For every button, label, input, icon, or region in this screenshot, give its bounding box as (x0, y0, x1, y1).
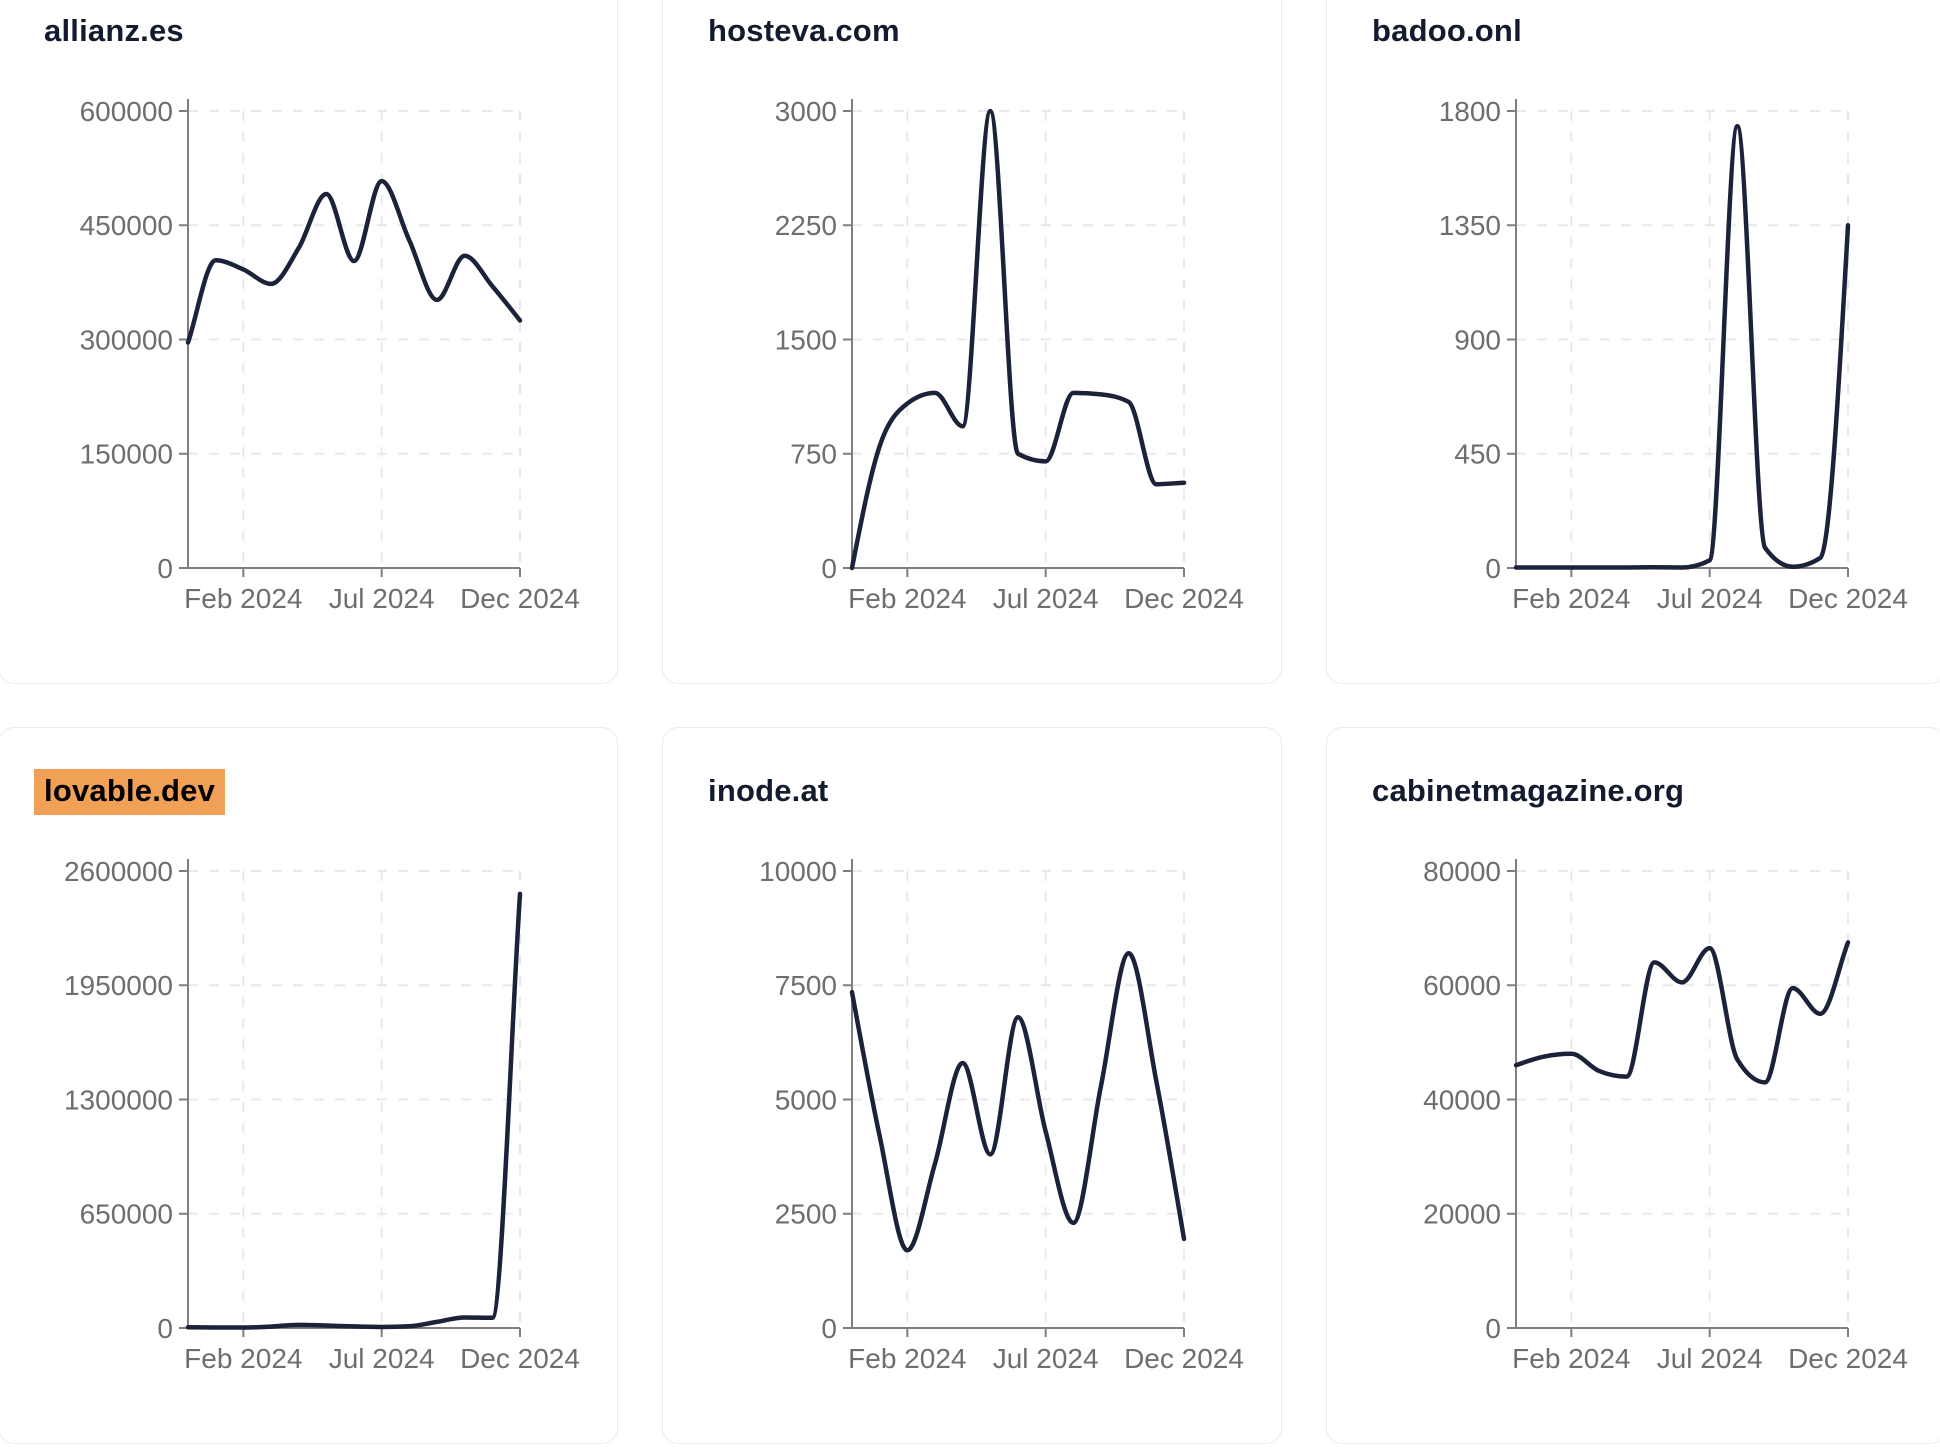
series-line (849, 108, 1187, 571)
y-tick-label: 2250 (775, 210, 837, 241)
y-tick-label: 300000 (80, 324, 173, 355)
domain-card-1[interactable]: allianz.es 0 150000 300000 450000 600000 Feb … (0, 0, 618, 684)
traffic-line-chart: 0 150000 300000 450000 600000 Feb 2024 Jul 202… (80, 96, 580, 614)
y-tick-label: 1800 (1439, 96, 1501, 127)
domain-card-2[interactable]: hosteva.com 0 750 1500 2250 3000 Feb 2024 Jul … (662, 0, 1282, 684)
x-tick-label: Dec 2024 (1788, 583, 1908, 614)
x-tick-label: Jul 2024 (1657, 583, 1763, 614)
x-tick-label: Dec 2024 (1124, 1343, 1244, 1374)
x-tick-label: Feb 2024 (1512, 583, 1630, 614)
y-tick-label: 5000 (775, 1084, 837, 1115)
traffic-line-chart: 0 2500 5000 7500 10000 Feb 2024 Jul 2024 Dec 20… (759, 856, 1244, 1374)
y-tick-label: 600000 (80, 96, 173, 127)
y-tick-label: 1300000 (64, 1084, 173, 1115)
y-tick-label: 1350 (1439, 210, 1501, 241)
domain-title: badoo.onl (1372, 13, 1522, 48)
y-tick-label: 7500 (775, 970, 837, 1001)
domain-card-5[interactable]: inode.at 0 2500 5000 7500 10000 Feb 2024 Jul 2… (662, 727, 1282, 1444)
x-tick-label: Feb 2024 (1512, 1343, 1630, 1374)
y-tick-label: 40000 (1423, 1084, 1501, 1115)
series-line (1513, 940, 1851, 1085)
y-tick-label: 0 (821, 553, 837, 584)
x-tick-label: Jul 2024 (329, 583, 435, 614)
domain-title-row: lovable.dev (34, 769, 226, 815)
x-tick-label: Jul 2024 (1657, 1343, 1763, 1374)
x-tick-label: Feb 2024 (848, 583, 966, 614)
series-line (849, 951, 1187, 1253)
y-tick-label: 2500 (775, 1199, 837, 1230)
domain-card-4[interactable]: lovable.dev 0 650000 1300000 1950000 2600000… (0, 727, 618, 1444)
y-tick-label: 750 (790, 439, 837, 470)
y-tick-label: 0 (157, 1313, 173, 1344)
y-tick-label: 150000 (80, 439, 173, 470)
series-line (185, 178, 523, 345)
series-line (185, 891, 523, 1330)
x-tick-label: Dec 2024 (460, 583, 580, 614)
y-tick-label: 900 (1454, 324, 1501, 355)
traffic-line-chart: 0 20000 40000 60000 80000 Feb 2024 Jul 2024 Dec… (1423, 856, 1908, 1374)
domain-title-row: inode.at (708, 774, 828, 808)
y-tick-label: 80000 (1423, 856, 1501, 887)
y-tick-label: 450000 (80, 210, 173, 241)
y-tick-label: 450 (1454, 439, 1501, 470)
y-tick-label: 0 (821, 1313, 837, 1344)
y-tick-label: 0 (157, 553, 173, 584)
x-tick-label: Dec 2024 (1788, 1343, 1908, 1374)
domain-card-3[interactable]: badoo.onl 0 450 900 1350 1800 Feb 2024 Jul 202… (1326, 0, 1940, 684)
y-tick-label: 650000 (80, 1199, 173, 1230)
y-tick-label: 1500 (775, 324, 837, 355)
domain-title: hosteva.com (708, 13, 900, 48)
x-tick-label: Jul 2024 (329, 1343, 435, 1374)
traffic-line-chart: 0 650000 1300000 1950000 2600000 Feb 2024 Jul … (64, 856, 580, 1374)
series-line (1513, 123, 1851, 570)
x-tick-label: Dec 2024 (460, 1343, 580, 1374)
domain-title: inode.at (708, 773, 829, 808)
domain-title-row: allianz.es (44, 14, 184, 48)
y-tick-label: 60000 (1423, 970, 1501, 1001)
domain-title: cabinetmagazine.org (1372, 773, 1685, 808)
domain-title-row: badoo.onl (1372, 14, 1522, 48)
domain-title: lovable.dev (34, 769, 226, 815)
x-tick-label: Feb 2024 (848, 1343, 966, 1374)
x-tick-label: Dec 2024 (1124, 583, 1244, 614)
y-tick-label: 2600000 (64, 856, 173, 887)
x-tick-label: Feb 2024 (184, 583, 302, 614)
x-tick-label: Jul 2024 (993, 583, 1099, 614)
domain-card-6[interactable]: cabinetmagazine.org 0 20000 40000 60000 8000… (1326, 727, 1940, 1444)
x-tick-label: Feb 2024 (184, 1343, 302, 1374)
y-tick-label: 0 (1485, 553, 1501, 584)
y-tick-label: 0 (1485, 1313, 1501, 1344)
domain-title-row: cabinetmagazine.org (1372, 774, 1684, 808)
y-tick-label: 20000 (1423, 1199, 1501, 1230)
domain-title: allianz.es (44, 13, 184, 48)
y-tick-label: 10000 (759, 856, 837, 887)
x-tick-label: Jul 2024 (993, 1343, 1099, 1374)
y-tick-label: 1950000 (64, 970, 173, 1001)
y-tick-label: 3000 (775, 96, 837, 127)
traffic-line-chart: 0 450 900 1350 1800 Feb 2024 Jul 2024 Dec 2024 (1439, 96, 1908, 614)
domain-title-row: hosteva.com (708, 14, 900, 48)
traffic-line-chart: 0 750 1500 2250 3000 Feb 2024 Jul 2024 Dec 2024 (775, 96, 1244, 614)
